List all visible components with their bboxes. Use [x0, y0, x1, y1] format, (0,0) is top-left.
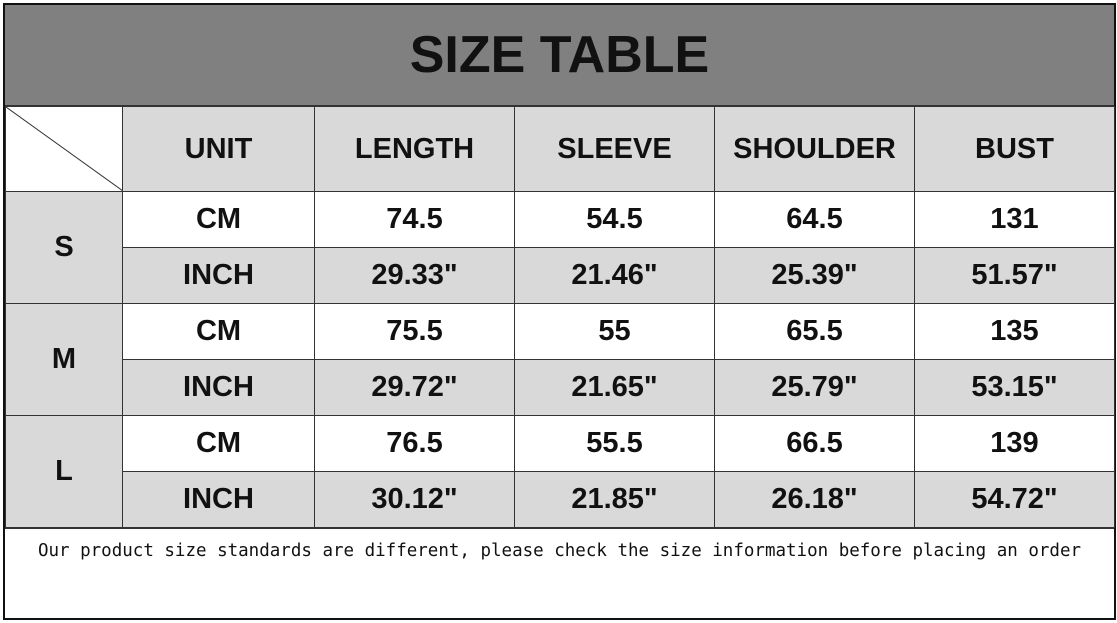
value-cell-shoulder: 66.5 — [714, 415, 915, 472]
corner-cell — [5, 106, 123, 192]
header-length: LENGTH — [314, 106, 515, 192]
unit-cell: CM — [122, 191, 315, 248]
header-bust: BUST — [914, 106, 1115, 192]
header-row: UNIT LENGTH SLEEVE SHOULDER BUST — [5, 106, 1115, 192]
value-cell-sleeve: 55 — [514, 303, 715, 360]
header-shoulder: SHOULDER — [714, 106, 915, 192]
value-cell-sleeve: 54.5 — [514, 191, 715, 248]
table-row-s-cm: S CM 74.5 54.5 64.5 131 — [5, 191, 1115, 304]
value-cell-bust: 51.57" — [914, 247, 1115, 304]
value-cell-length: 29.72" — [314, 359, 515, 416]
header-sleeve: SLEEVE — [514, 106, 715, 192]
unit-cell: INCH — [122, 359, 315, 416]
table-row-m-cm: M CM 75.5 55 65.5 135 — [5, 303, 1115, 416]
size-label: L — [5, 415, 123, 528]
unit-cell: INCH — [122, 247, 315, 304]
value-cell-bust: 54.72" — [914, 471, 1115, 528]
value-cell-length: 74.5 — [314, 191, 515, 248]
value-cell-length: 29.33" — [314, 247, 515, 304]
value-cell-sleeve: 21.46" — [514, 247, 715, 304]
header-unit: UNIT — [122, 106, 315, 192]
value-cell-length: 75.5 — [314, 303, 515, 360]
value-cell-shoulder: 64.5 — [714, 191, 915, 248]
unit-cell: INCH — [122, 471, 315, 528]
value-cell-length: 76.5 — [314, 415, 515, 472]
value-cell-bust: 135 — [914, 303, 1115, 360]
size-table: UNIT LENGTH SLEEVE SHOULDER BUST S CM 74.5… — [5, 106, 1115, 528]
size-label: S — [5, 191, 123, 304]
value-cell-bust: 131 — [914, 191, 1115, 248]
value-cell-sleeve: 21.65" — [514, 359, 715, 416]
value-cell-shoulder: 25.39" — [714, 247, 915, 304]
size-table-container: SIZE TABLE UNIT LENGTH SLEEVE SHOULDER B… — [3, 3, 1116, 620]
table-row-l-cm: L CM 76.5 55.5 66.5 139 — [5, 415, 1115, 528]
size-note: Our product size standards are different… — [5, 528, 1114, 618]
value-cell-bust: 139 — [914, 415, 1115, 472]
value-cell-shoulder: 25.79" — [714, 359, 915, 416]
table-title: SIZE TABLE — [5, 5, 1114, 106]
unit-cell: CM — [122, 303, 315, 360]
value-cell-shoulder: 26.18" — [714, 471, 915, 528]
unit-cell: CM — [122, 415, 315, 472]
table-row-m-inch: INCH 29.72" 21.65" 25.79" 53.15" — [6, 359, 1115, 416]
table-row-l-inch: INCH 30.12" 21.85" 26.18" 54.72" — [6, 471, 1115, 528]
diagonal-line — [6, 107, 123, 191]
value-cell-shoulder: 65.5 — [714, 303, 915, 360]
value-cell-length: 30.12" — [314, 471, 515, 528]
size-label: M — [5, 303, 123, 416]
value-cell-bust: 53.15" — [914, 359, 1115, 416]
table-row-s-inch: INCH 29.33" 21.46" 25.39" 51.57" — [6, 247, 1115, 304]
value-cell-sleeve: 21.85" — [514, 471, 715, 528]
value-cell-sleeve: 55.5 — [514, 415, 715, 472]
